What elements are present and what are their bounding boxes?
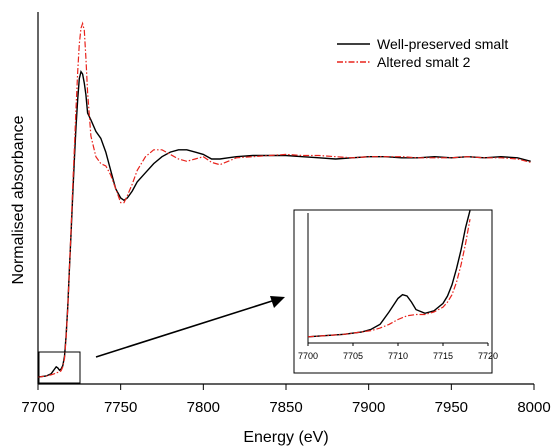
x-tick-label: 7750	[104, 399, 137, 416]
x-tick-label: 8000	[517, 399, 550, 416]
x-tick-label: 7705	[343, 351, 363, 361]
x-tick-label: 7720	[478, 351, 498, 361]
x-tick-label: 7715	[433, 351, 453, 361]
y-axis-label: Normalised absorbance	[10, 115, 27, 284]
main-plot-series	[37, 21, 531, 378]
x-tick-label: 7850	[269, 399, 302, 416]
x-axis-ticks: 7700 7750 7800 7850 7900 7950 8000	[21, 384, 551, 416]
series-line-altered-smalt-2	[37, 21, 531, 378]
legend-label-well-preserved: Well-preserved smalt	[377, 36, 508, 52]
inset-plot-series	[307, 210, 471, 338]
zoom-arrow	[95, 296, 285, 358]
x-tick-label: 7950	[435, 399, 468, 416]
x-tick-label: 7710	[388, 351, 408, 361]
series-line-well-preserved-smalt	[307, 210, 471, 338]
x-tick-label: 7700	[21, 399, 54, 416]
inset-plot: 7700 7705 7710 7715 7720	[293, 209, 498, 374]
x-tick-label: 7800	[187, 399, 220, 416]
x-tick-label: 7700	[298, 351, 318, 361]
x-tick-label: 7900	[352, 399, 385, 416]
inset-frame	[293, 209, 493, 374]
zoom-region-box	[38, 351, 81, 384]
legend: Well-preserved smalt Altered smalt 2	[337, 36, 508, 70]
legend-label-altered: Altered smalt 2	[377, 54, 471, 70]
x-axis-label: Energy (eV)	[243, 429, 328, 446]
inset-x-axis-ticks: 7700 7705 7710 7715 7720	[298, 343, 498, 361]
series-line-altered-smalt-2	[307, 219, 471, 338]
